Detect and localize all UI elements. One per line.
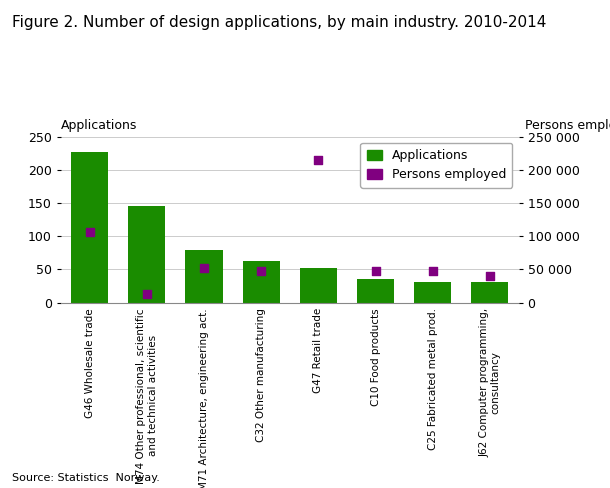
Point	[371, 267, 381, 275]
Point	[314, 156, 323, 164]
Text: Applications: Applications	[61, 119, 137, 132]
Bar	[71, 152, 108, 303]
Bar	[357, 279, 394, 303]
Bar	[300, 268, 337, 303]
Text: Figure 2. Number of design applications, by main industry. 2010-2014: Figure 2. Number of design applications,…	[12, 15, 547, 30]
Point	[199, 264, 209, 272]
Bar	[472, 282, 509, 303]
Text: Persons employed: Persons employed	[525, 119, 610, 132]
Bar	[414, 282, 451, 303]
Bar	[185, 250, 223, 303]
Point	[485, 272, 495, 280]
Bar	[128, 206, 165, 303]
Point	[428, 267, 437, 275]
Text: Source: Statistics  Norway.: Source: Statistics Norway.	[12, 473, 160, 483]
Bar	[243, 261, 280, 303]
Legend: Applications, Persons employed: Applications, Persons employed	[361, 143, 512, 188]
Point	[256, 267, 266, 275]
Point	[142, 290, 152, 298]
Point	[85, 227, 95, 235]
